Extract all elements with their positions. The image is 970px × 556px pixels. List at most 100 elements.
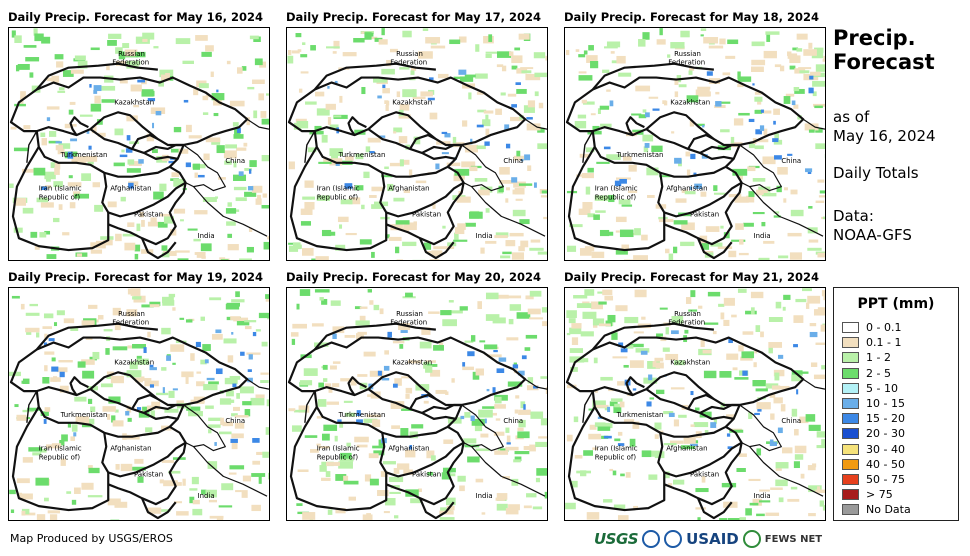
map-credit: Map Produced by USGS/EROS: [10, 532, 173, 545]
label-iran-2: Republic of): [39, 194, 81, 202]
kazakhstan-border: [565, 76, 805, 147]
label-russia-2: Federation: [390, 59, 427, 67]
precip-map: Russian Federation Kazakhstan Turkmenist…: [564, 287, 826, 521]
label-iran-1: Iran (Islamic: [317, 185, 360, 193]
label-iran-2: Republic of): [317, 194, 359, 202]
side-title-2: Forecast: [833, 50, 935, 74]
label-india: India: [476, 232, 493, 240]
label-russia-2: Federation: [112, 319, 149, 327]
fews-net-logo: FEWS NET: [764, 533, 823, 545]
legend-item: 0.1 - 1: [842, 335, 901, 350]
data-label: Data:: [833, 207, 874, 225]
iran-border: [289, 406, 388, 512]
legend-label: 50 - 75: [866, 473, 905, 486]
legend-item: No Data: [842, 502, 911, 517]
kazakhstan-border: [287, 76, 527, 147]
precip-map: Russian Federation Kazakhstan Turkmenist…: [564, 27, 826, 261]
pakistan-border: [385, 182, 465, 246]
legend-swatch: [842, 413, 859, 425]
legend-swatch: [842, 443, 859, 455]
label-russia-1: Russian: [396, 50, 423, 58]
precip-map: Russian Federation Kazakhstan Turkmenist…: [286, 27, 548, 261]
daily-totals: Daily Totals: [833, 164, 919, 182]
panel-title: Daily Precip. Forecast for May 21, 2024: [564, 270, 819, 284]
label-afghanistan: Afghanistan: [110, 185, 151, 193]
legend-item: 50 - 75: [842, 472, 905, 487]
panel-title: Daily Precip. Forecast for May 20, 2024: [286, 270, 541, 284]
legend-label: 2 - 5: [866, 366, 891, 380]
label-russia-2: Federation: [668, 319, 705, 327]
asof-label: as of: [833, 108, 870, 126]
label-afghanistan: Afghanistan: [388, 445, 429, 453]
precip-map: Russian Federation Kazakhstan Turkmenist…: [8, 287, 270, 521]
iran-border: [567, 146, 666, 252]
legend-label: 10 - 15: [866, 397, 905, 410]
legend-swatch: [842, 428, 859, 440]
legend-label: 0 - 0.1: [866, 321, 902, 334]
usaid-logo: USAID: [686, 530, 739, 548]
label-russia-2: Federation: [390, 319, 427, 327]
legend-swatch: [842, 489, 859, 501]
legend-swatch: [842, 322, 859, 333]
legend-label: > 75: [866, 488, 893, 502]
legend-label: 5 - 10: [866, 381, 898, 395]
label-iran-1: Iran (Islamic: [39, 445, 82, 453]
side-title-1: Precip.: [833, 26, 916, 50]
label-turkmenistan: Turkmenistan: [338, 411, 386, 419]
label-kazakhstan: Kazakhstan: [670, 358, 710, 366]
label-china: China: [781, 157, 801, 165]
label-russia-1: Russian: [118, 310, 145, 318]
legend-label: 20 - 30: [866, 427, 905, 441]
legend-item: 30 - 40: [842, 442, 905, 457]
panel-title: Daily Precip. Forecast for May 17, 2024: [286, 10, 541, 24]
legend-label: No Data: [866, 503, 911, 517]
kazakhstan-border: [565, 336, 805, 407]
label-russia-2: Federation: [112, 59, 149, 67]
afghanistan-border: [657, 165, 743, 218]
label-china: China: [503, 157, 523, 165]
legend-label: 1 - 2: [866, 351, 891, 365]
label-iran-1: Iran (Islamic: [595, 185, 638, 193]
pakistan-border: [107, 442, 187, 506]
label-india: India: [198, 492, 215, 500]
logo-strip: USGS USAID FEWS NET: [594, 528, 822, 550]
label-turkmenistan: Turkmenistan: [60, 151, 108, 159]
label-kazakhstan: Kazakhstan: [392, 358, 432, 366]
label-pakistan: Pakistan: [134, 210, 163, 218]
label-afghanistan: Afghanistan: [666, 185, 707, 193]
label-iran-2: Republic of): [595, 454, 637, 462]
pakistan-border: [107, 182, 187, 246]
legend-title: PPT (mm): [857, 296, 935, 312]
label-iran-1: Iran (Islamic: [317, 445, 360, 453]
data-source: NOAA-GFS: [833, 226, 912, 244]
kazakhstan-border: [9, 336, 249, 407]
label-pakistan: Pakistan: [690, 470, 719, 478]
pakistan-border: [385, 442, 465, 506]
label-russia-2: Federation: [668, 59, 705, 67]
label-russia-1: Russian: [674, 310, 701, 318]
label-turkmenistan: Turkmenistan: [616, 411, 664, 419]
central-asia-borders: [35, 130, 185, 178]
label-india: India: [198, 232, 215, 240]
label-russia-1: Russian: [396, 310, 423, 318]
label-kazakhstan: Kazakhstan: [114, 358, 154, 366]
label-china: China: [503, 417, 523, 425]
label-india: India: [754, 492, 771, 500]
legend-item: 5 - 10: [842, 381, 898, 396]
iran-border: [11, 146, 110, 252]
afghanistan-border: [101, 165, 187, 218]
fews-net-globe-icon: [742, 530, 761, 548]
iran-border: [567, 406, 666, 512]
legend-label: 30 - 40: [866, 442, 905, 456]
label-china: China: [225, 157, 245, 165]
label-china: China: [225, 417, 245, 425]
legend-item: 40 - 50: [842, 457, 905, 472]
label-turkmenistan: Turkmenistan: [338, 151, 386, 159]
pakistan-border: [663, 182, 743, 246]
legend-swatch: [842, 352, 859, 364]
label-iran-1: Iran (Islamic: [595, 445, 638, 453]
legend-label: 15 - 20: [866, 412, 905, 426]
legend-swatch: [842, 398, 859, 409]
panel-title: Daily Precip. Forecast for May 19, 2024: [8, 270, 263, 284]
label-pakistan: Pakistan: [134, 470, 163, 478]
